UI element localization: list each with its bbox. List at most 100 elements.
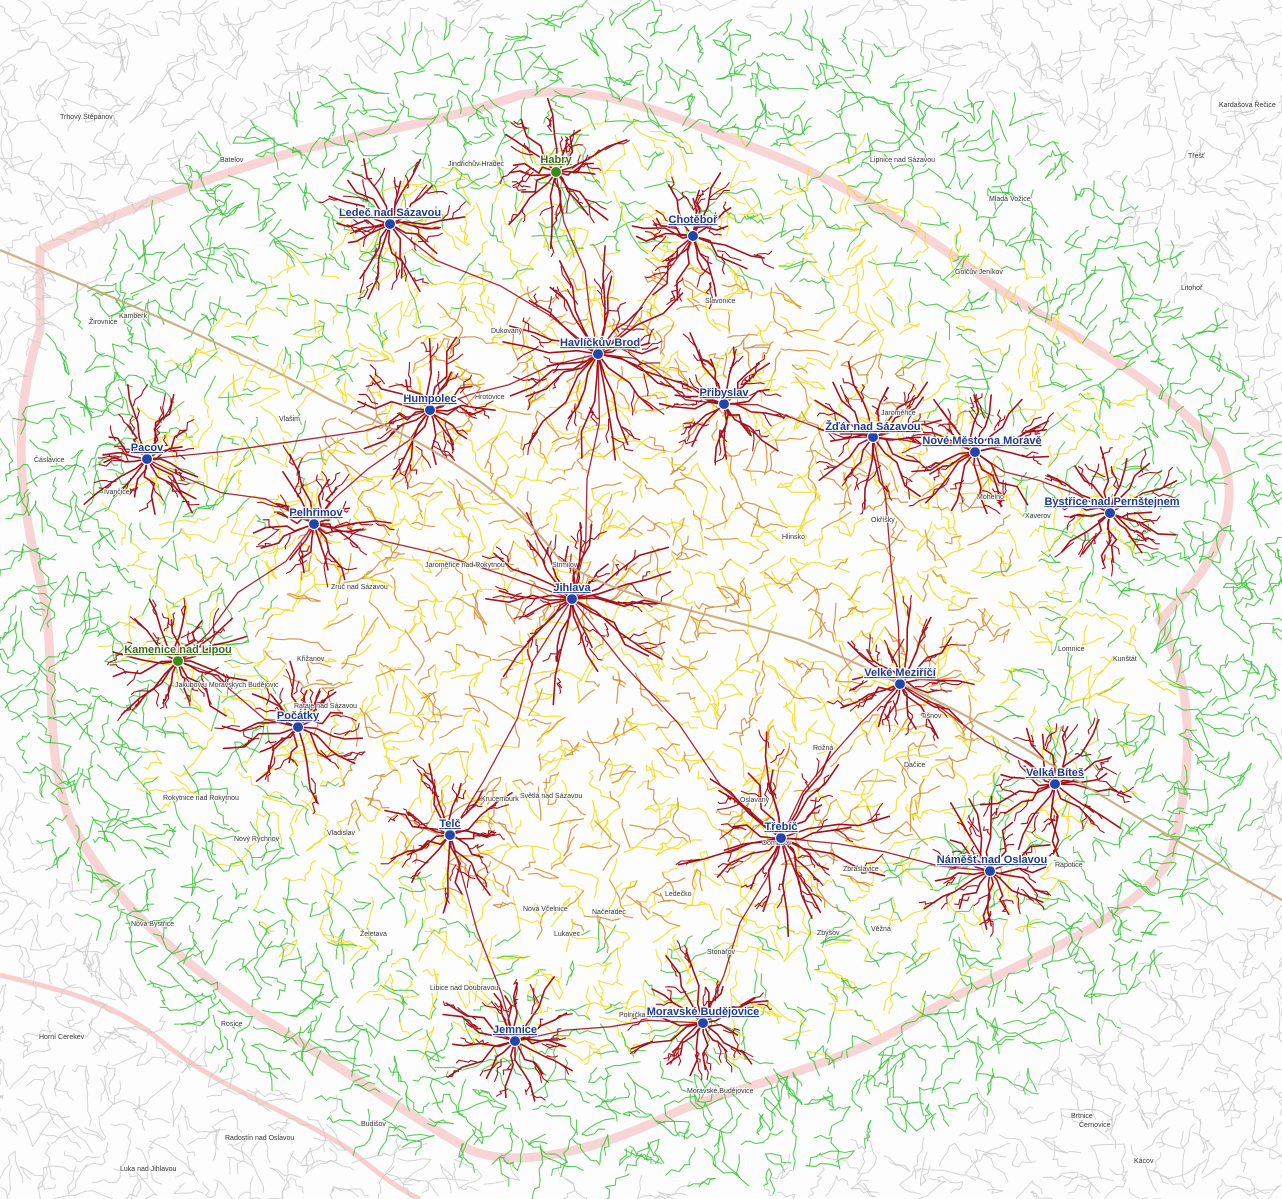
road-segment [0,773,2,777]
road-segment [97,530,103,550]
road-segment [219,22,244,26]
road-segment [236,470,243,491]
road-segment [815,72,839,90]
road-segment [108,905,126,911]
road-segment [799,720,818,745]
road-segment [1056,911,1072,928]
road-segment [471,990,498,1014]
road-segment [855,313,880,333]
road-segment [1169,240,1175,269]
road-segment [816,694,836,726]
road-segment [304,952,319,975]
road-segment [481,58,491,85]
road-segment [1134,157,1150,175]
road-segment [848,221,869,232]
road-segment [900,192,914,222]
road-segment [713,574,729,603]
road-segment [764,427,785,445]
road-segment [479,240,488,255]
road-segment [117,993,138,1000]
road-segment [95,952,102,980]
road-segment [1070,286,1086,306]
road-segment [1140,726,1166,736]
road-segment [211,1115,238,1128]
road-segment [413,116,437,120]
road-segment [355,289,366,309]
road-segment [349,439,367,455]
road-segment [1217,944,1231,965]
road-segment [25,468,58,485]
road-segment [197,26,206,51]
road-segment [41,181,68,209]
road-segment [1208,480,1216,505]
road-segment [1273,111,1282,119]
road-segment [1014,989,1024,1004]
road-segment [404,908,417,928]
road-segment [475,202,490,234]
road-segment [1199,87,1219,93]
road-segment [1210,377,1225,404]
road-segment [108,884,125,907]
road-segment [419,607,425,625]
road-segment [756,321,775,336]
road-segment [1213,307,1220,333]
road-segment [273,171,298,178]
road-segment [791,144,806,157]
road-segment [741,1036,746,1059]
road-segment [1223,1018,1234,1035]
road-segment [103,1027,126,1033]
road-segment [719,486,728,522]
road-segment [335,928,345,960]
road-segment [615,205,623,238]
road-segment [48,878,58,910]
road-segment [253,908,275,914]
road-segment [773,1068,788,1085]
road-segment [559,882,585,892]
road-segment [481,537,502,568]
road-segment [1083,665,1092,699]
road-segment [0,562,14,577]
road-segment [62,745,72,769]
road-segment [207,60,237,81]
road-segment [320,873,329,905]
road-segment [320,867,343,882]
road-segment [133,776,160,785]
road-segment [719,558,732,570]
road-segment [1249,663,1267,697]
road-segment [407,1008,431,1020]
road-segment [162,476,175,507]
road-segment [866,1069,876,1087]
road-segment [261,767,277,775]
road-segment [226,408,245,425]
road-segment [1161,773,1189,796]
road-segment [786,233,805,244]
road-segment [420,454,426,473]
road-segment [1129,493,1143,506]
road-segment [553,897,571,916]
road-segment [1135,216,1141,233]
road-segment [1246,272,1253,288]
road-segment [303,186,309,211]
road-segment [414,185,438,194]
road-segment [913,88,937,93]
road-segment [882,592,896,605]
road-segment [279,1118,291,1135]
road-segment [9,217,29,225]
road-segment [849,518,865,537]
road-segment [697,807,720,831]
road-segment [93,607,111,631]
road-segment [642,150,665,159]
road-segment [667,149,676,184]
road-segment [1058,626,1075,641]
road-segment [969,69,991,88]
road-segment [998,601,1016,608]
road-segment [1241,174,1276,189]
road-segment [258,545,276,557]
road-segment [1142,912,1162,937]
road-segment [240,687,271,692]
road-segment [1203,190,1232,197]
road-segment [1021,854,1050,858]
road-segment [213,517,229,544]
